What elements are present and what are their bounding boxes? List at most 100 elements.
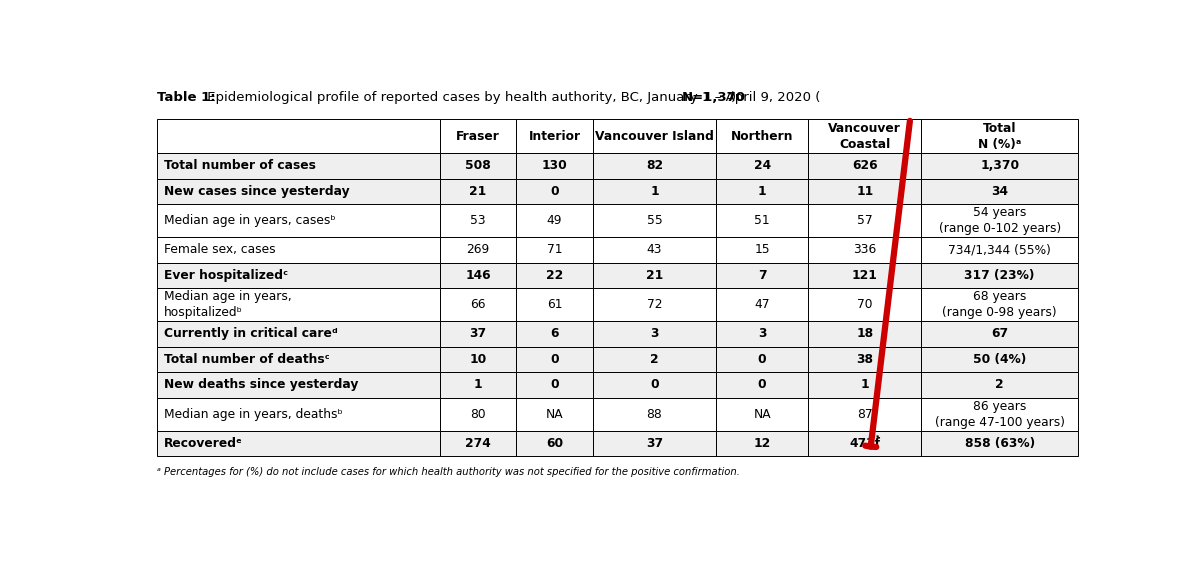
Text: 71: 71 — [547, 243, 563, 256]
Bar — [809, 178, 922, 204]
Text: 473ḟ: 473ḟ — [850, 437, 881, 450]
Text: Total number of deathsᶜ: Total number of deathsᶜ — [164, 353, 330, 366]
Bar — [440, 288, 516, 321]
Bar — [440, 347, 516, 372]
Bar — [516, 119, 593, 153]
Text: 1: 1 — [474, 378, 482, 392]
Text: New deaths since yesterday: New deaths since yesterday — [164, 378, 359, 392]
Bar — [809, 321, 922, 347]
Text: 37: 37 — [469, 328, 487, 341]
Text: Ever hospitalizedᶜ: Ever hospitalizedᶜ — [164, 269, 288, 282]
Text: 43: 43 — [647, 243, 662, 256]
Text: Interior: Interior — [528, 130, 581, 142]
Bar — [516, 321, 593, 347]
Text: NA: NA — [754, 408, 770, 421]
Bar — [440, 372, 516, 398]
Bar — [809, 237, 922, 263]
Bar — [516, 398, 593, 431]
Bar — [157, 288, 440, 321]
Text: 21: 21 — [469, 185, 487, 198]
Text: 858 (63%): 858 (63%) — [965, 437, 1034, 450]
Bar — [516, 431, 593, 456]
Text: 508: 508 — [466, 159, 491, 172]
Text: 66: 66 — [470, 298, 486, 311]
Bar — [922, 237, 1078, 263]
Text: 274: 274 — [466, 437, 491, 450]
Bar — [440, 263, 516, 288]
Text: Northern: Northern — [731, 130, 793, 142]
Text: 57: 57 — [857, 214, 872, 227]
Bar — [593, 263, 716, 288]
Text: 54 years
(range 0-102 years): 54 years (range 0-102 years) — [938, 206, 1061, 235]
Text: 55: 55 — [647, 214, 662, 227]
Text: 0: 0 — [758, 353, 767, 366]
Bar — [809, 431, 922, 456]
Bar — [157, 178, 440, 204]
Text: 10: 10 — [469, 353, 487, 366]
Bar — [716, 153, 809, 178]
Bar — [922, 119, 1078, 153]
Bar — [593, 204, 716, 237]
Text: 0: 0 — [550, 185, 559, 198]
Text: 70: 70 — [857, 298, 872, 311]
Bar — [593, 288, 716, 321]
Text: 6: 6 — [551, 328, 559, 341]
Text: 626: 626 — [852, 159, 877, 172]
Text: 317 (23%): 317 (23%) — [965, 269, 1034, 282]
Text: ᵃ Percentages for (%) do not include cases for which health authority was not sp: ᵃ Percentages for (%) do not include cas… — [157, 467, 740, 477]
Text: Fraser: Fraser — [456, 130, 500, 142]
Bar — [716, 237, 809, 263]
Bar — [809, 398, 922, 431]
Text: 12: 12 — [754, 437, 770, 450]
Bar — [593, 119, 716, 153]
Text: NA: NA — [546, 408, 563, 421]
Bar — [593, 347, 716, 372]
Bar — [809, 288, 922, 321]
Text: 1: 1 — [758, 185, 767, 198]
Text: Epidemiological profile of reported cases by health authority, BC, January 1 – A: Epidemiological profile of reported case… — [203, 91, 821, 104]
Text: Vancouver Island: Vancouver Island — [595, 130, 714, 142]
Text: 0: 0 — [550, 353, 559, 366]
Text: 121: 121 — [852, 269, 877, 282]
Text: 269: 269 — [467, 243, 490, 256]
Bar — [157, 431, 440, 456]
Text: 87: 87 — [857, 408, 872, 421]
Text: 21: 21 — [646, 269, 664, 282]
Text: ): ) — [731, 91, 736, 104]
Text: New cases since yesterday: New cases since yesterday — [164, 185, 349, 198]
Bar — [440, 431, 516, 456]
Bar — [922, 204, 1078, 237]
Text: 2: 2 — [995, 378, 1004, 392]
Bar — [516, 204, 593, 237]
Bar — [516, 288, 593, 321]
Bar — [922, 153, 1078, 178]
Text: N=1,370: N=1,370 — [682, 91, 745, 104]
Text: Median age in years,
hospitalizedᵇ: Median age in years, hospitalizedᵇ — [164, 290, 292, 319]
Bar — [440, 119, 516, 153]
Bar — [157, 119, 440, 153]
Text: Female sex, cases: Female sex, cases — [164, 243, 276, 256]
Bar — [593, 153, 716, 178]
Text: 68 years
(range 0-98 years): 68 years (range 0-98 years) — [942, 290, 1057, 319]
Bar — [922, 321, 1078, 347]
Bar — [593, 398, 716, 431]
Text: Currently in critical careᵈ: Currently in critical careᵈ — [164, 328, 337, 341]
Bar — [922, 178, 1078, 204]
Bar — [157, 398, 440, 431]
Text: 47: 47 — [755, 298, 770, 311]
Text: Median age in years, deathsᵇ: Median age in years, deathsᵇ — [164, 408, 343, 421]
Bar — [809, 372, 922, 398]
Text: Table 1:: Table 1: — [157, 91, 216, 104]
Bar — [516, 347, 593, 372]
Bar — [922, 263, 1078, 288]
Text: 18: 18 — [856, 328, 874, 341]
Bar — [716, 347, 809, 372]
Bar — [809, 119, 922, 153]
Text: 3: 3 — [650, 328, 659, 341]
Bar — [593, 372, 716, 398]
Bar — [157, 347, 440, 372]
Bar — [157, 263, 440, 288]
Bar — [716, 119, 809, 153]
Text: 2: 2 — [650, 353, 659, 366]
Text: 24: 24 — [754, 159, 770, 172]
